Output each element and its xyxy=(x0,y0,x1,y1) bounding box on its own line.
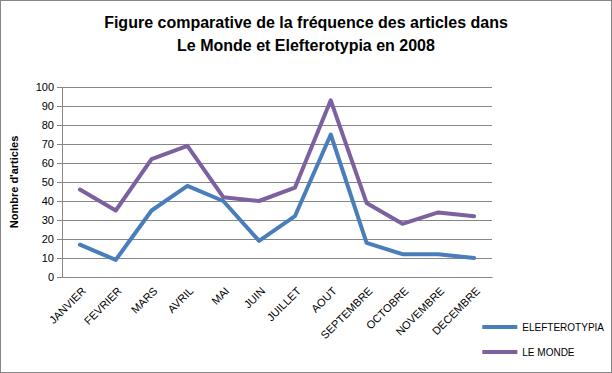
y-tick: 40 xyxy=(42,195,62,207)
x-tick-label: AOUT xyxy=(309,284,339,314)
x-tick-label: JUILLET xyxy=(264,284,303,323)
title-line: Figure comparative de la fréquence des a… xyxy=(104,14,508,31)
grid xyxy=(62,87,492,277)
x-tick: FEVRIER xyxy=(82,277,124,327)
grid-line xyxy=(62,87,492,88)
y-tick-mark xyxy=(57,201,62,202)
chart: Figure comparative de la fréquence des a… xyxy=(0,0,612,373)
y-tick: 10 xyxy=(42,252,62,264)
y-tick: 20 xyxy=(42,233,62,245)
x-tick: DECEMBRE xyxy=(430,277,483,337)
y-tick-mark xyxy=(57,277,62,278)
legend: ELEFTEROTYPIA LE MONDE xyxy=(482,322,604,358)
title-line: Le Monde et Elefterotypia en 2008 xyxy=(177,37,435,54)
x-tick-label: MAI xyxy=(209,285,231,307)
y-tick: 80 xyxy=(42,119,62,131)
grid-line xyxy=(62,182,492,183)
y-tick-label: 60 xyxy=(42,157,54,169)
grid-line xyxy=(62,277,492,278)
y-tick-label: 40 xyxy=(42,195,54,207)
grid-line xyxy=(62,125,492,126)
grid-line xyxy=(62,163,492,164)
y-tick-mark xyxy=(57,258,62,259)
y-tick-label: 0 xyxy=(48,271,54,283)
y-tick-mark xyxy=(57,144,62,145)
x-tick: JUIN xyxy=(241,277,267,310)
y-tick: 0 xyxy=(48,271,62,283)
y-tick-label: 70 xyxy=(42,138,54,150)
y-tick-mark xyxy=(57,87,62,88)
y-tick-mark xyxy=(57,239,62,240)
x-tick: MARS xyxy=(129,277,160,316)
y-axis-title: Nombre d'articles xyxy=(8,136,20,228)
y-tick: 30 xyxy=(42,214,62,226)
series-line xyxy=(80,100,474,224)
x-tick: SEPTEMBRE xyxy=(318,277,374,341)
x-tick-label: SEPTEMBRE xyxy=(318,285,374,341)
x-tick-label: JUIN xyxy=(241,285,267,311)
legend-label: LE MONDE xyxy=(522,347,575,358)
plot-area xyxy=(80,100,474,260)
series-line xyxy=(80,135,474,260)
y-tick-label: 30 xyxy=(42,214,54,226)
grid-line xyxy=(62,144,492,145)
y-tick: 60 xyxy=(42,157,62,169)
x-axis: JANVIERFEVRIERMARSAVRILMAIJUINJUILLETAOU… xyxy=(47,277,493,341)
x-tick: AOUT xyxy=(309,277,339,315)
x-tick: MAI xyxy=(209,277,231,307)
y-tick-label: 80 xyxy=(42,119,54,131)
chart-border xyxy=(1,1,612,373)
grid-line xyxy=(62,106,492,107)
y-tick-mark xyxy=(57,125,62,126)
x-tick-label: FEVRIER xyxy=(82,285,124,327)
y-tick: 90 xyxy=(42,100,62,112)
legend-swatch xyxy=(482,325,517,329)
y-tick-mark xyxy=(57,163,62,164)
x-tick-label: DECEMBRE xyxy=(430,285,483,338)
x-axis-line xyxy=(63,277,493,278)
y-tick: 70 xyxy=(42,138,62,150)
y-tick-label: 100 xyxy=(36,81,54,93)
x-tick: JUILLET xyxy=(264,277,303,323)
title: Figure comparative de la fréquence des a… xyxy=(104,14,508,54)
y-tick-label: 90 xyxy=(42,100,54,112)
y-tick-label: 20 xyxy=(42,233,54,245)
grid-line xyxy=(62,201,492,202)
x-tick-label: MARS xyxy=(129,285,160,316)
y-tick-label: 10 xyxy=(42,252,54,264)
y-axis: 0 10 20 30 40 50 60 70 80 90 100 xyxy=(36,81,63,283)
grid-line xyxy=(62,239,492,240)
legend-label: ELEFTEROTYPIA xyxy=(522,322,604,333)
y-tick-label: 50 xyxy=(42,176,54,188)
x-tick-label: AVRIL xyxy=(165,285,195,315)
y-tick: 100 xyxy=(36,81,62,93)
x-tick: AVRIL xyxy=(165,277,195,315)
legend-swatch xyxy=(482,350,517,354)
grid-line xyxy=(62,258,492,259)
y-tick: 50 xyxy=(42,176,62,188)
y-axis-line xyxy=(62,88,63,278)
y-tick-mark xyxy=(57,106,62,107)
grid-line xyxy=(62,220,492,221)
y-tick-mark xyxy=(57,220,62,221)
y-tick-mark xyxy=(57,182,62,183)
